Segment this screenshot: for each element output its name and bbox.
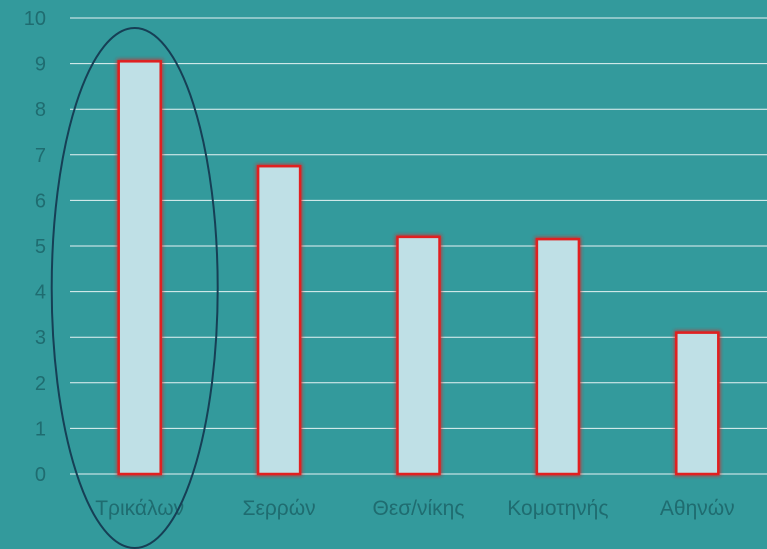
bar bbox=[675, 331, 720, 476]
y-axis-ticks: 0 1 2 3 4 5 6 7 8 9 10 bbox=[24, 8, 46, 486]
y-tick-label: 6 bbox=[35, 190, 46, 212]
y-tick-label: 7 bbox=[35, 145, 46, 167]
x-tick-label: Αθηνών bbox=[660, 497, 735, 520]
annotations bbox=[50, 27, 219, 549]
x-tick-label: Σερρών bbox=[243, 497, 316, 520]
bar bbox=[256, 164, 302, 476]
y-tick-label: 0 bbox=[35, 464, 46, 486]
y-tick-label: 2 bbox=[35, 373, 46, 395]
y-tick-label: 4 bbox=[35, 282, 46, 304]
bar bbox=[396, 235, 441, 476]
y-tick-label: 10 bbox=[24, 8, 46, 30]
x-tick-label: Τρικάλων bbox=[95, 497, 184, 520]
y-tick-label: 1 bbox=[35, 418, 46, 440]
bar bbox=[117, 60, 162, 476]
bar bbox=[535, 237, 581, 476]
y-tick-label: 3 bbox=[35, 327, 46, 349]
x-tick-label: Κομοτηνής bbox=[507, 497, 608, 520]
x-axis-ticks: Τρικάλων Σερρών Θεσ/νίκης Κομοτηνής Αθηνών bbox=[95, 497, 734, 520]
y-tick-label: 8 bbox=[35, 99, 46, 121]
bars bbox=[116, 59, 721, 477]
y-tick-label: 5 bbox=[35, 236, 46, 258]
x-tick-label: Θεσ/νίκης bbox=[373, 497, 465, 520]
y-tick-label: 9 bbox=[35, 54, 46, 76]
highlight-ellipse bbox=[50, 27, 219, 549]
